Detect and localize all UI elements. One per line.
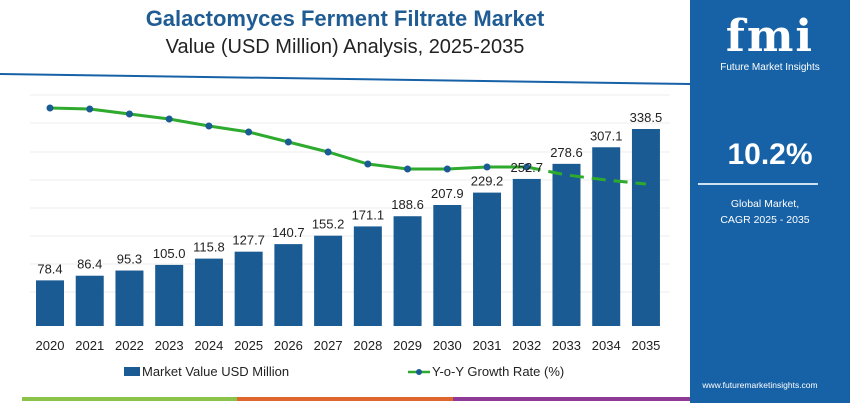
x-tick-label: 2022	[115, 338, 144, 353]
bar-2026	[274, 244, 303, 326]
bar-2035	[631, 128, 660, 326]
bar-2032	[512, 178, 541, 326]
growth-point-2023	[165, 115, 173, 123]
growth-point-2031	[483, 163, 491, 171]
bar-2021	[75, 275, 104, 326]
growth-point-2028	[364, 160, 372, 168]
growth-point-2024	[205, 122, 213, 130]
x-tick-label: 2034	[592, 338, 621, 353]
bar-2029	[393, 216, 422, 326]
bar-value-label: 86.4	[77, 257, 102, 272]
bar-2023	[155, 264, 184, 326]
growth-point-2025	[245, 128, 253, 136]
chart-title: Galactomyces Ferment Filtrate Market	[145, 6, 545, 31]
bar-value-label: 78.4	[37, 261, 62, 276]
bar-value-label: 278.6	[550, 145, 583, 160]
legend: Market Value USD Million Y-o-Y Growth Ra…	[0, 362, 690, 382]
bar-value-label: 229.2	[471, 174, 504, 189]
bar-value-label: 188.6	[391, 197, 424, 212]
bar-2027	[314, 235, 343, 326]
x-tick-label: 2032	[512, 338, 541, 353]
bar-value-label: 95.3	[117, 252, 142, 267]
growth-point-2021	[86, 105, 94, 113]
growth-point-2030	[443, 165, 451, 173]
x-tick-label: 2025	[234, 338, 263, 353]
x-tick-label: 2029	[393, 338, 422, 353]
bottom-bar-segment	[452, 397, 690, 401]
x-tick-label: 2021	[75, 338, 104, 353]
bar-2028	[353, 226, 382, 326]
x-tick-label: 2027	[314, 338, 343, 353]
logo-subtext: Future Market Insights	[720, 62, 820, 73]
growth-point-2020	[46, 104, 54, 112]
x-tick-label: 2030	[433, 338, 462, 353]
growth-line-dashed	[526, 165, 647, 186]
bar-2025	[234, 251, 263, 326]
cagr-value: 10.2%	[727, 138, 813, 171]
legend-label: Y-o-Y Growth Rate (%)	[432, 364, 565, 379]
growth-point-2022	[125, 110, 133, 118]
bar-value-label: 127.7	[232, 233, 265, 248]
x-tick-label: 2028	[353, 338, 382, 353]
cagr-label-line2: CAGR 2025 - 2035	[720, 214, 810, 226]
bar-swatch-icon	[124, 367, 140, 376]
bottom-bar-segment	[22, 397, 238, 401]
chart-plot: 78.4 2020 86.4 2021 95.3 2022 105.0 2023 115.8 20…	[0, 73, 690, 353]
bar-value-label: 338.5	[630, 110, 663, 125]
x-tick-label: 2023	[155, 338, 184, 353]
x-tick-label: 2020	[36, 338, 65, 353]
growth-point-2029	[404, 165, 412, 173]
x-tick-label: 2026	[274, 338, 303, 353]
growth-point-2032	[523, 163, 531, 171]
bar-2020	[36, 280, 64, 326]
bar-2022	[115, 270, 144, 326]
bar-value-label: 252.7	[510, 160, 543, 175]
x-tick-label: 2024	[194, 338, 223, 353]
bar-value-label: 207.9	[431, 186, 464, 201]
legend-item-market-value: Market Value USD Million	[124, 364, 289, 379]
bottom-bar-segment	[237, 397, 453, 401]
x-tick-label: 2031	[473, 338, 502, 353]
bar-value-label: 115.8	[193, 240, 225, 255]
growth-point-2027	[324, 148, 332, 156]
cagr-label: Global Market, CAGR 2025 - 2035	[690, 196, 840, 228]
bar-2033	[552, 163, 581, 326]
legend-label: Market Value USD Million	[142, 364, 290, 379]
line-swatch-icon	[408, 368, 430, 375]
bar-value-label: 171.1	[352, 207, 385, 222]
bar-2031	[473, 192, 502, 326]
bottom-color-bar	[22, 397, 690, 401]
x-tick-label: 2033	[552, 338, 581, 353]
fmi-logo: fmi Future Market Insights	[710, 11, 830, 74]
cagr-label-line1: Global Market,	[730, 198, 800, 210]
bar-value-label: 307.1	[590, 128, 623, 143]
bar-value-label: 155.2	[312, 217, 345, 232]
website-url[interactable]: www.futuremarketinsights.com	[702, 380, 818, 390]
sidebar-panel: fmi Future Market Insights 10.2% Global …	[690, 0, 850, 403]
bar-2030	[433, 205, 462, 326]
title-underline	[0, 73, 690, 85]
logo-mark: fmi	[725, 11, 815, 62]
growth-point-2026	[284, 138, 292, 146]
bar-value-label: 140.7	[272, 225, 305, 240]
bar-2034	[592, 147, 621, 326]
bar-value-label: 105.0	[153, 246, 186, 261]
chart-subtitle: Value (USD Million) Analysis, 2025-2035	[165, 36, 525, 58]
x-tick-label: 2035	[631, 338, 660, 353]
bar-2024	[194, 258, 223, 326]
divider	[698, 183, 818, 185]
legend-item-growth: Y-o-Y Growth Rate (%)	[408, 364, 564, 379]
